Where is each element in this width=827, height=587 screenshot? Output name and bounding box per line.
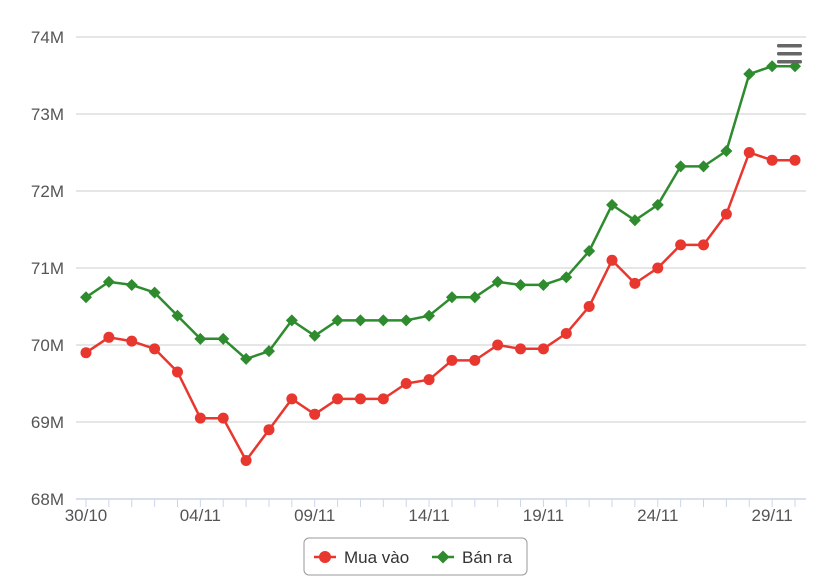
data-point[interactable]	[309, 408, 321, 420]
data-point[interactable]	[423, 309, 436, 322]
data-point[interactable]	[514, 278, 527, 291]
data-point[interactable]	[789, 154, 801, 166]
series-line	[85, 65, 795, 361]
y-tick-label: 72M	[31, 182, 64, 201]
legend-item-ban-ra[interactable]: Bán ra	[432, 548, 513, 567]
data-point[interactable]	[400, 378, 412, 389]
x-tick-label: 09/11	[294, 506, 335, 525]
data-point[interactable]	[103, 331, 115, 343]
data-point[interactable]	[171, 366, 183, 378]
data-point[interactable]	[743, 147, 755, 158]
data-point[interactable]	[652, 262, 664, 274]
data-point[interactable]	[560, 271, 573, 284]
data-point[interactable]	[217, 332, 230, 345]
data-point[interactable]	[743, 67, 756, 80]
data-point[interactable]	[469, 354, 481, 366]
data-point[interactable]	[537, 343, 549, 355]
data-point[interactable]	[171, 309, 184, 322]
data-point[interactable]	[149, 343, 161, 355]
data-point[interactable]	[217, 412, 229, 424]
hamburger-menu-icon[interactable]	[773, 40, 807, 70]
data-point[interactable]	[102, 275, 115, 288]
data-point[interactable]	[537, 278, 550, 291]
data-point[interactable]	[789, 60, 801, 73]
data-point[interactable]	[308, 329, 321, 342]
data-point[interactable]	[606, 198, 619, 211]
series-layer	[80, 60, 801, 466]
data-point[interactable]	[468, 291, 481, 304]
data-point[interactable]	[148, 286, 161, 299]
x-axis: 30/10 04/11 09/11 14/11 19/11 24/11 29/11	[65, 498, 806, 525]
data-point[interactable]	[491, 275, 504, 288]
data-point[interactable]	[262, 345, 275, 358]
data-point[interactable]	[332, 393, 344, 405]
data-point[interactable]	[720, 144, 733, 157]
series-ban-ra	[80, 60, 801, 365]
y-axis: 68M 69M 70M 71M 72M 73M 74M	[31, 28, 64, 509]
legend-marker	[436, 550, 450, 564]
data-point[interactable]	[766, 154, 778, 166]
data-point[interactable]	[560, 327, 572, 339]
data-point[interactable]	[492, 339, 504, 351]
data-point[interactable]	[377, 393, 389, 405]
series-mua-vao	[80, 147, 801, 466]
data-point[interactable]	[515, 343, 527, 355]
data-point[interactable]	[354, 314, 367, 327]
x-tick-label: 30/10	[65, 506, 108, 525]
data-point[interactable]	[423, 374, 435, 386]
grid-lines	[76, 36, 806, 423]
data-point[interactable]	[720, 208, 732, 220]
legend-label: Mua vào	[344, 548, 409, 567]
data-point[interactable]	[446, 354, 458, 366]
data-point[interactable]	[674, 160, 687, 173]
data-point[interactable]	[286, 393, 298, 405]
data-point[interactable]	[125, 278, 138, 291]
x-tick-label: 19/11	[523, 506, 564, 525]
data-point[interactable]	[698, 239, 710, 251]
data-point[interactable]	[240, 455, 252, 466]
data-point[interactable]	[400, 314, 413, 327]
data-point[interactable]	[697, 160, 710, 173]
data-point[interactable]	[377, 314, 390, 327]
y-tick-label: 68M	[31, 490, 64, 509]
data-point[interactable]	[354, 393, 366, 405]
data-point[interactable]	[126, 335, 138, 347]
data-point[interactable]	[651, 198, 664, 211]
data-point[interactable]	[331, 314, 344, 327]
data-point[interactable]	[80, 347, 92, 359]
data-point[interactable]	[628, 214, 641, 227]
legend-label: Bán ra	[462, 548, 513, 567]
data-point[interactable]	[263, 424, 275, 436]
data-point[interactable]	[766, 60, 779, 73]
x-tick-label: 04/11	[180, 506, 221, 525]
data-point[interactable]	[445, 291, 458, 304]
data-point[interactable]	[194, 332, 207, 345]
y-tick-label: 71M	[31, 259, 64, 278]
y-tick-label: 74M	[31, 28, 64, 47]
legend: Mua vào Bán ra	[303, 537, 528, 576]
x-tick-label: 29/11	[751, 506, 792, 525]
data-point[interactable]	[285, 314, 298, 327]
y-tick-label: 73M	[31, 105, 64, 124]
y-tick-label: 70M	[31, 336, 64, 355]
data-point[interactable]	[240, 352, 253, 365]
x-tick-label: 14/11	[408, 506, 449, 525]
y-tick-label: 69M	[31, 413, 64, 432]
legend-box	[303, 537, 528, 576]
data-point[interactable]	[629, 277, 641, 289]
data-point[interactable]	[583, 245, 596, 258]
legend-marker	[319, 551, 331, 563]
data-point[interactable]	[606, 254, 618, 266]
data-point[interactable]	[583, 301, 595, 312]
x-tick-label: 24/11	[637, 506, 678, 525]
data-point[interactable]	[80, 291, 92, 304]
data-point[interactable]	[194, 412, 206, 424]
data-point[interactable]	[675, 239, 687, 251]
legend-item-mua-vao[interactable]: Mua vào	[314, 548, 409, 567]
